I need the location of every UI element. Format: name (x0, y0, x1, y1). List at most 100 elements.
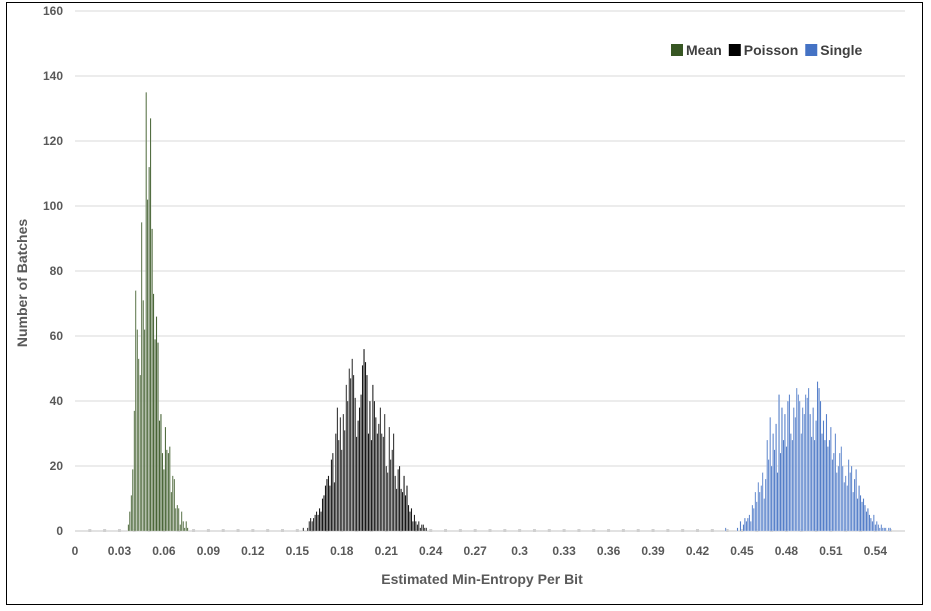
bar-single (882, 527, 884, 532)
bar-poisson (360, 394, 362, 532)
bar-poisson (358, 407, 361, 532)
bar-poisson (392, 433, 395, 532)
bar-single (751, 504, 754, 532)
x-axis-title: Estimated Min-Entropy Per Bit (381, 571, 583, 587)
x-minor-tick (651, 529, 655, 532)
bar-mean (143, 329, 146, 532)
bar-single (831, 459, 834, 532)
bar-mean (186, 527, 189, 532)
bar-poisson (311, 521, 313, 532)
bar-poisson (413, 514, 416, 532)
bar-poisson (348, 368, 350, 532)
bar-poisson (345, 384, 347, 532)
bar-single (861, 501, 863, 532)
bar-single (770, 465, 773, 532)
bar-single (858, 485, 860, 532)
bar-mean (138, 358, 140, 532)
bar-poisson (387, 472, 389, 532)
bar-mean (151, 228, 153, 532)
x-tick-label: 0.54 (864, 544, 888, 558)
bar-poisson (369, 400, 371, 532)
bar-poisson (312, 517, 315, 532)
bar-single (724, 527, 727, 532)
y-tick-label: 0 (56, 524, 63, 538)
bar-single (802, 407, 804, 532)
bar-poisson (373, 400, 376, 532)
bar-poisson (389, 459, 392, 532)
bar-single (778, 394, 780, 532)
bar-single (776, 472, 779, 532)
bar-single (809, 413, 811, 532)
bar-mean (163, 469, 165, 532)
x-tick-label: 0.33 (552, 544, 576, 558)
x-minor-tick (103, 529, 107, 532)
bar-poisson (419, 527, 422, 532)
x-minor-tick (636, 529, 640, 532)
x-minor-tick (444, 529, 448, 532)
bar-single (800, 433, 802, 532)
bar-single (862, 498, 865, 532)
bar-mean (146, 199, 149, 532)
bar-single (873, 514, 875, 532)
bar-mean (185, 521, 187, 532)
bar-poisson (391, 449, 393, 532)
bar-poisson (370, 439, 373, 532)
bar-poisson (388, 426, 390, 532)
x-minor-tick (488, 529, 492, 532)
bar-poisson (367, 433, 370, 532)
x-minor-tick (88, 529, 92, 532)
y-tick-labels: 0 20 40 60 80 100 120 140 160 (43, 4, 63, 538)
bar-single (773, 449, 776, 532)
bar-poisson (335, 433, 337, 532)
bar-single (852, 491, 854, 532)
bar-poisson (332, 452, 334, 532)
bar-poisson (382, 436, 384, 532)
bar-single (785, 446, 788, 532)
x-minor-tick (117, 529, 121, 532)
bar-single (833, 452, 835, 532)
bar-single (837, 465, 840, 532)
x-minor-tick (251, 529, 255, 532)
bar-single (834, 433, 837, 532)
bar-single (775, 423, 777, 532)
bar-single (806, 397, 808, 532)
bar-single (883, 527, 885, 532)
bar-single (815, 420, 817, 532)
y-tick-label: 120 (43, 134, 63, 148)
bar-mean (167, 452, 170, 532)
x-minor-tick (725, 529, 729, 532)
x-minor-tick (429, 529, 433, 532)
bar-poisson (315, 511, 318, 532)
bar-single (784, 413, 786, 532)
bar-mean (145, 92, 147, 532)
bar-single (781, 407, 783, 532)
bar-single (865, 511, 868, 532)
bar-single (790, 433, 792, 532)
bar-mean (178, 508, 180, 532)
bar-poisson (394, 475, 396, 532)
bar-poisson (404, 495, 407, 532)
bar-poisson (378, 423, 380, 532)
bar-poisson (318, 508, 321, 532)
bar-single (760, 485, 762, 532)
bar-poisson (409, 511, 411, 532)
bar-single (791, 439, 794, 532)
bar-single (839, 452, 841, 532)
x-tick-label: 0.03 (108, 544, 132, 558)
bar-poisson (317, 514, 319, 532)
bar-single (736, 527, 739, 532)
bar-poisson (406, 485, 408, 532)
bar-single (759, 491, 761, 532)
bar-poisson (344, 430, 346, 532)
bar-poisson (385, 465, 387, 532)
x-minor-tick (281, 529, 284, 532)
legend-label-mean: Mean (686, 42, 722, 58)
bar-poisson (375, 417, 377, 532)
x-minor-tick (532, 529, 536, 532)
bar-single (763, 498, 765, 532)
x-tick-label: 0.36 (597, 544, 621, 558)
bar-single (753, 508, 755, 532)
bar-single (745, 521, 748, 532)
bar-single (782, 439, 785, 532)
bar-poisson (338, 439, 340, 532)
